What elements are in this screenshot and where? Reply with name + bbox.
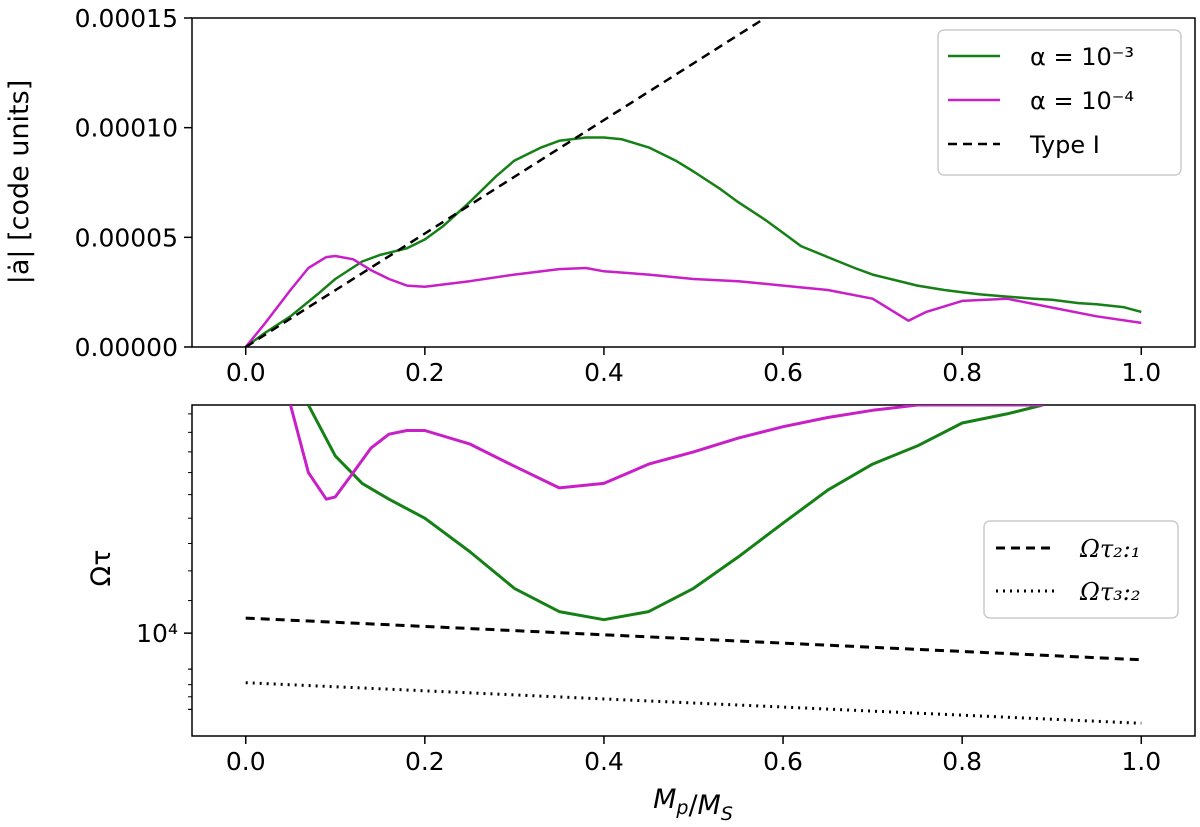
top-y-tick-label: 0.00005 [75,223,178,252]
top-legend-label: α = 10⁻⁴ [1030,87,1134,115]
top-y-axis-label: |ȧ| [code units] [4,80,35,284]
top-y-tick-label: 0.00015 [75,4,178,33]
bottom-panel-plot-area [245,405,1142,725]
bottom-panel: 0.0 0.2 0.4 0.6 0.8 1.0 10⁴ Ωτ Mp/MS Ωτ₂:₁ Ωτ₃:… [86,404,1196,825]
top-y-tick-label: 0.00010 [75,114,178,143]
top-x-tick-label: 0.2 [405,358,445,387]
bottom-legend-label: Ωτ₂:₁ [1079,535,1141,563]
top-x-tick-label: 1.0 [1121,358,1161,387]
bottom-y-axis-label: Ωτ [86,550,117,587]
bottom-x-tick-label: 0.4 [584,747,624,776]
bottom-x-tick-label: 1.0 [1121,747,1161,776]
top-panel: 0.0 0.2 0.4 0.6 0.8 1.0 0.00000 0.00005 0.00010 0… [4,4,1196,387]
top-x-tick-label: 0.0 [226,358,266,387]
bottom-y-tick-label: 10⁴ [136,619,178,648]
top-legend: α = 10⁻³ α = 10⁻⁴ Type I [937,29,1182,176]
bottom-x-tick-label: 0.8 [942,747,982,776]
top-legend-label: Type I [1029,131,1100,159]
bottom-legend: Ωτ₂:₁ Ωτ₃:₂ [983,520,1179,619]
top-x-tick-label: 0.4 [584,358,624,387]
top-x-tick-label: 0.8 [942,358,982,387]
top-panel-axes: 0.0 0.2 0.4 0.6 0.8 1.0 0.00000 0.00005 0.00010 0… [75,4,1162,387]
bottom-x-tick-label: 0.6 [763,747,803,776]
bottom-legend-frame [983,520,1179,619]
bottom-panel-axes: 0.0 0.2 0.4 0.6 0.8 1.0 10⁴ [136,413,1161,776]
bottom-x-tick-label: 0.2 [405,747,445,776]
top-panel-plot-area [244,18,1142,347]
top-x-tick-label: 0.6 [763,358,803,387]
top-series-line-3 [245,18,766,347]
top-legend-label: α = 10⁻³ [1030,43,1134,71]
bottom-x-axis-label: Mp/MS [653,784,733,825]
bottom-series-line-1 [307,405,1044,622]
bottom-series-line-4 [245,681,1142,725]
top-panel-frame [191,17,1196,348]
bottom-x-tick-label: 0.0 [226,747,266,776]
top-series-line-2 [244,254,1142,347]
top-legend-frame [937,29,1182,176]
top-y-tick-label: 0.00000 [75,333,178,362]
bottom-series-line-2 [289,405,1043,501]
bottom-series-line-3 [245,616,1142,662]
bottom-legend-label: Ωτ₃:₂ [1079,578,1141,606]
